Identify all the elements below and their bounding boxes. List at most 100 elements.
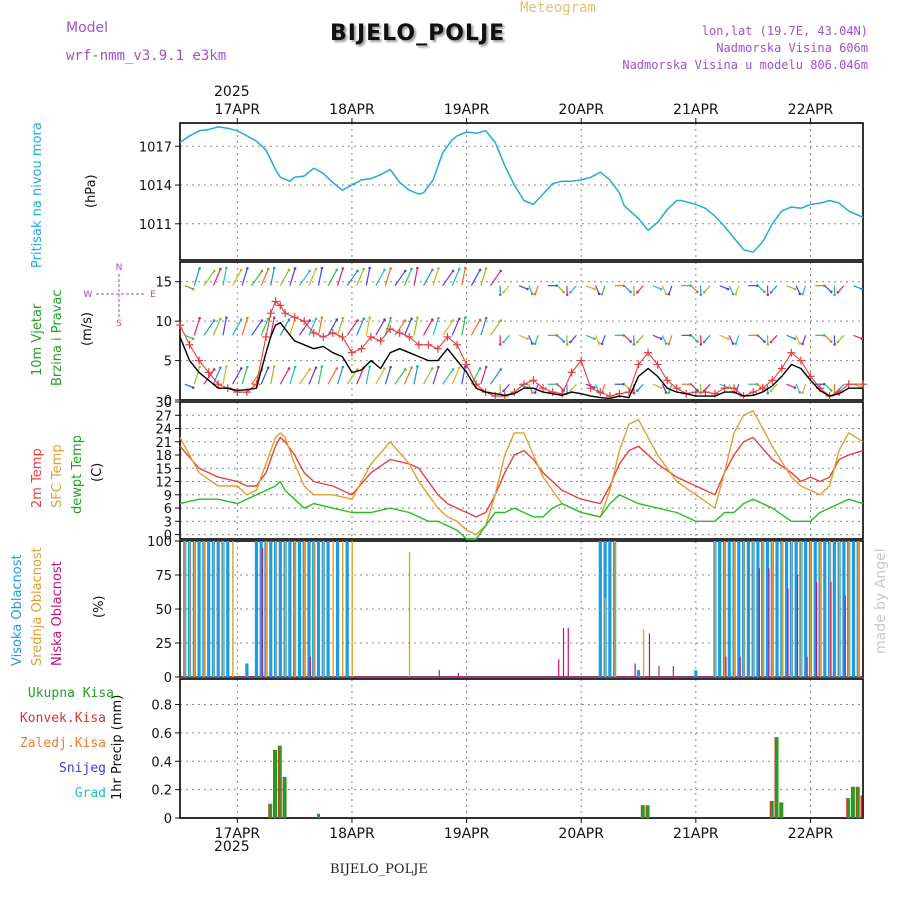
wind-arrow <box>184 334 194 340</box>
wind-arrow-head <box>696 389 699 392</box>
y-tick-label: 0 <box>164 529 172 544</box>
wind-arrow-head <box>320 316 324 319</box>
wind-arrow <box>337 366 344 385</box>
wind-arrow <box>480 317 487 336</box>
wind-arrow <box>556 334 565 343</box>
cloud-mid-bar <box>213 541 215 677</box>
wind-arrow-head <box>766 293 770 296</box>
wind-arrow <box>260 367 269 385</box>
day-label-bottom: 18APR <box>329 826 375 842</box>
precip-total-bar <box>770 800 774 818</box>
wind-arrow <box>824 334 832 343</box>
y-tick-label: 15 <box>155 276 172 291</box>
wind-arrow-head <box>416 266 419 270</box>
cloud-mid-bar <box>294 541 296 677</box>
y-tick-label: 30 <box>155 396 172 411</box>
cloud-high-bar <box>278 541 282 677</box>
wind-arrow-head <box>667 391 671 394</box>
wind-arrow-head <box>431 318 434 321</box>
cloud-low-bar <box>672 666 674 677</box>
wind-arrow-head <box>533 391 537 394</box>
cloud-high-bar <box>316 541 321 677</box>
wind-arrow <box>442 270 454 287</box>
wind-arrow-head <box>702 340 706 344</box>
wind-arrow <box>384 317 392 336</box>
precip-total-bar <box>269 803 273 818</box>
wind-arrow-head <box>798 391 802 394</box>
cloud-mid-bar <box>614 541 616 677</box>
wind-arrow <box>403 268 413 286</box>
wind-arrow-head <box>569 340 572 344</box>
cloud-mid-bar <box>762 541 764 677</box>
wind-arrow-head <box>562 290 566 294</box>
cloud-low-bar <box>768 568 770 677</box>
wind-arrow <box>480 366 487 385</box>
cloud-low-bar <box>830 581 832 677</box>
wind-arrow <box>375 319 386 336</box>
wind-arrow-head <box>225 316 228 319</box>
wind-arrow-head <box>356 319 359 322</box>
wind-arrow <box>346 320 358 336</box>
wind-arrow <box>601 335 606 344</box>
wind-arrow-head <box>699 293 703 296</box>
cloud-mid-bar <box>203 541 205 677</box>
wind-arrow-head <box>239 367 243 370</box>
wind-arrow-head <box>308 368 312 371</box>
wind-arrow <box>703 285 711 293</box>
cloud-high-bar <box>259 541 263 677</box>
wind-arrow-head <box>766 391 770 395</box>
wind-arrow-head <box>798 292 802 296</box>
wind-arrow-head <box>320 365 324 368</box>
wind-arrow <box>623 334 632 343</box>
wind-arrow-head <box>410 317 413 321</box>
wind-gust-line <box>179 300 863 397</box>
cloud-mid-bar <box>313 541 315 677</box>
wind-arrow <box>528 335 533 344</box>
cloud-mid-bar <box>857 541 860 677</box>
dewpoint-line <box>179 480 864 540</box>
wind-arrow-head <box>632 293 636 296</box>
wind-arrow <box>786 285 796 290</box>
wind-arrow-head <box>569 389 572 393</box>
wind-arrow-head <box>463 316 467 319</box>
wind-arrow-head <box>593 337 596 341</box>
wind-arrow-head <box>829 389 833 392</box>
wind-arrow-head <box>664 292 668 296</box>
wind-arrow-head <box>769 340 773 344</box>
cloud-low-bar <box>648 633 651 677</box>
cloud-mid-bar <box>604 598 607 677</box>
wind-arrow-head <box>502 291 505 294</box>
cloud-high-bar <box>756 541 760 677</box>
wind-arrow <box>375 368 386 385</box>
cloud-low-bar <box>796 575 799 677</box>
wind-arrow <box>518 285 528 290</box>
wind-arrow-head <box>696 290 699 294</box>
wind-arrow <box>289 366 296 385</box>
cloud-high-bar <box>245 663 249 677</box>
wind-arrow-head <box>562 340 566 343</box>
wind-arrow <box>489 270 502 287</box>
wind-arrow <box>853 383 863 389</box>
cloud-high-bar <box>718 541 722 677</box>
y-tick-label: 0.6 <box>151 727 172 742</box>
model-name: wrf-nmm_v3.9.1 e3km <box>66 48 227 64</box>
wind-arrow-head <box>726 287 730 291</box>
y-tick-label: 12 <box>155 476 172 491</box>
cloud-high-bar <box>804 541 808 677</box>
wind-arrow <box>212 318 222 336</box>
temp-sfc-line <box>179 410 864 536</box>
y-tick-label: 1011 <box>139 218 172 233</box>
cloud-mid-bar <box>193 541 196 677</box>
cloud-high-bar <box>813 541 817 677</box>
wind-arrow <box>184 285 194 290</box>
wind-arrow <box>661 335 667 344</box>
wind-arrow-head <box>431 367 434 370</box>
page-title: BIJELO_POLJE <box>330 21 506 46</box>
wind-arrow <box>432 268 439 286</box>
wind-arrow-head <box>308 269 312 273</box>
precip-total-bar <box>851 786 855 818</box>
wind-arrow-head <box>341 316 345 320</box>
wind-arrow-head <box>793 287 797 291</box>
wind-arrow <box>853 334 863 340</box>
wind-arrow <box>279 269 290 286</box>
